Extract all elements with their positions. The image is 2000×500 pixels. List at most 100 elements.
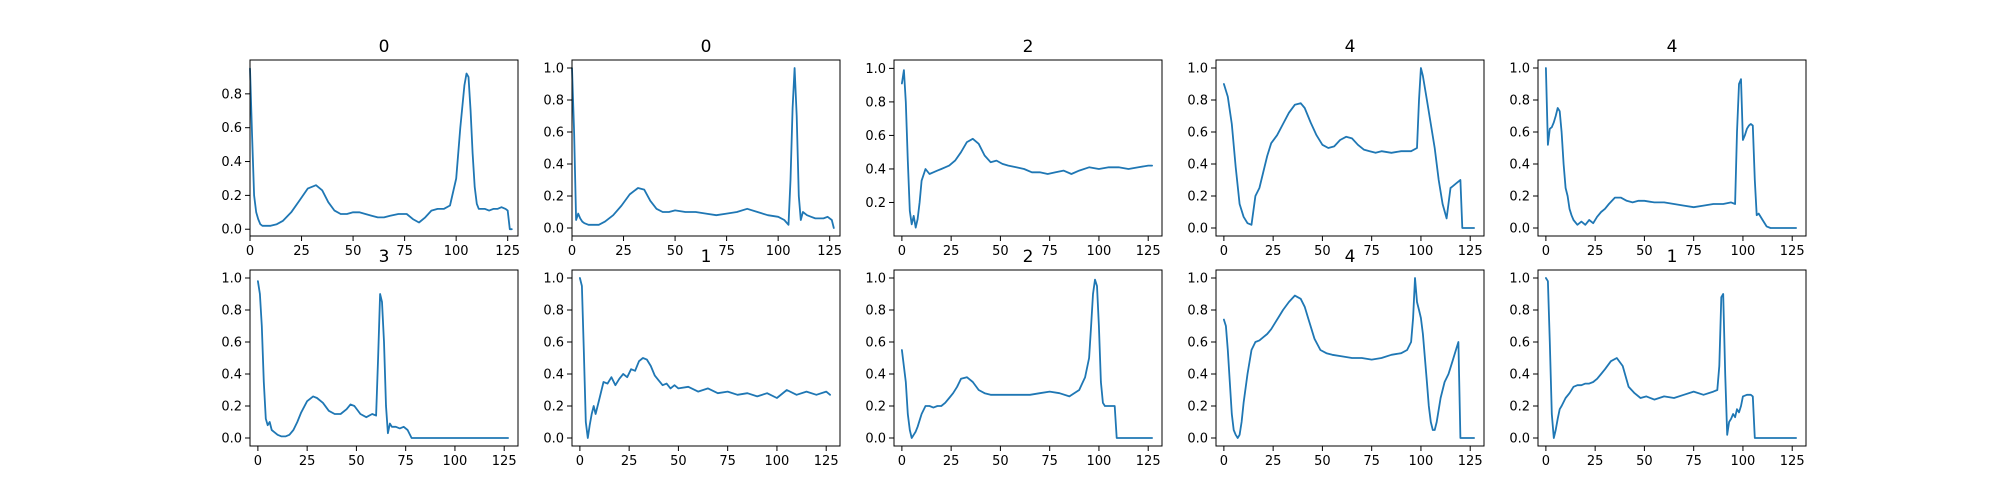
y-tick-label: 0.2 [1187, 190, 1208, 205]
x-tick-label: 125 [1136, 244, 1161, 259]
y-tick-label: 0.6 [221, 121, 242, 136]
y-tick-label: 0.6 [1509, 126, 1530, 141]
chart-panel-9: 4 0 25 50 75 100 125 0.0 0.2 0.4 0.6 0.8 1.0 [1187, 247, 1485, 469]
x-tick-label: 25 [1587, 454, 1604, 469]
panel-title: 4 [1345, 247, 1356, 267]
x-tick-label: 25 [1265, 454, 1282, 469]
x-tick-label: 125 [1458, 454, 1483, 469]
x-tick-label: 125 [495, 244, 520, 259]
y-tick-label: 0.2 [1187, 400, 1208, 415]
panel-title: 0 [701, 37, 712, 57]
x-tick-label: 75 [1041, 244, 1058, 259]
series-line [901, 69, 1153, 229]
x-tick-label: 25 [1587, 244, 1604, 259]
y-tick-label: 0.0 [1187, 222, 1208, 237]
y-tick-label: 0.4 [865, 162, 886, 177]
x-tick-label: 75 [397, 454, 414, 469]
chart-panel-5: 4 0 25 50 75 100 125 0.0 0.2 0.4 0.6 0.8 1.0 [1509, 37, 1807, 259]
y-tick-label: 1.0 [543, 272, 564, 287]
y-tick-label: 0.0 [221, 223, 242, 238]
x-tick-label: 125 [814, 454, 839, 469]
y-tick-label: 0.6 [865, 336, 886, 351]
x-tick-label: 0 [576, 454, 584, 469]
y-tick-label: 0.2 [221, 400, 242, 415]
y-tick-label: 0.8 [1187, 94, 1208, 109]
x-tick-label: 50 [992, 454, 1009, 469]
x-tick-label: 50 [992, 244, 1009, 259]
y-tick-label: 0.8 [865, 304, 886, 319]
x-tick-label: 125 [1458, 244, 1483, 259]
series-line [256, 280, 510, 439]
x-tick-label: 75 [1685, 454, 1702, 469]
x-tick-label: 25 [1265, 244, 1282, 259]
x-tick-label: 75 [719, 454, 736, 469]
series-line [1223, 67, 1475, 229]
panel-title: 2 [1023, 247, 1034, 267]
y-tick-label: 1.0 [865, 272, 886, 287]
x-tick-label: 0 [1542, 244, 1550, 259]
x-tick-label: 25 [615, 244, 632, 259]
panel-title: 3 [379, 247, 390, 267]
x-tick-label: 100 [444, 244, 469, 259]
x-tick-label: 25 [299, 454, 316, 469]
panel-title: 1 [701, 247, 712, 267]
y-tick-label: 0.0 [1509, 222, 1530, 237]
y-tick-label: 0.0 [865, 432, 886, 447]
x-tick-label: 0 [568, 244, 576, 259]
panel-title: 4 [1345, 37, 1356, 57]
series-line [901, 278, 1153, 439]
y-tick-label: 0.4 [1187, 368, 1208, 383]
plot-frame [1215, 269, 1485, 447]
x-tick-label: 75 [1041, 454, 1058, 469]
y-tick-label: 1.0 [543, 62, 564, 77]
y-tick-label: 0.2 [1509, 190, 1530, 205]
y-tick-label: 0.8 [1187, 304, 1208, 319]
x-tick-label: 0 [246, 244, 254, 259]
x-tick-label: 75 [718, 244, 735, 259]
y-tick-label: 0.4 [1509, 368, 1530, 383]
y-tick-label: 0.6 [543, 126, 564, 141]
plot-frame [249, 269, 519, 447]
x-tick-label: 0 [898, 454, 906, 469]
x-tick-label: 75 [1685, 244, 1702, 259]
chart-panel-7: 1 0 25 50 75 100 125 0.0 0.2 0.4 0.6 0.8 1.0 [543, 247, 841, 469]
x-tick-label: 0 [898, 244, 906, 259]
x-tick-label: 100 [765, 454, 790, 469]
x-tick-label: 25 [943, 454, 960, 469]
x-tick-label: 50 [1636, 454, 1653, 469]
x-tick-label: 125 [492, 454, 517, 469]
chart-panel-10: 1 0 25 50 75 100 125 0.0 0.2 0.4 0.6 0.8 1.0 [1509, 247, 1807, 469]
y-tick-label: 0.8 [221, 304, 242, 319]
x-tick-label: 75 [396, 244, 413, 259]
series-line [1545, 67, 1797, 229]
y-tick-label: 0.4 [543, 158, 564, 173]
chart-panel-6: 3 0 25 50 75 100 125 0.0 0.2 0.4 0.6 0.8 1.0 [221, 247, 519, 469]
x-tick-label: 25 [621, 454, 638, 469]
x-tick-label: 125 [1780, 244, 1805, 259]
y-tick-label: 0.4 [221, 368, 242, 383]
x-tick-label: 50 [348, 454, 365, 469]
plot-frame [571, 269, 841, 447]
x-tick-label: 50 [345, 244, 362, 259]
y-tick-label: 0.4 [1509, 158, 1530, 173]
x-tick-label: 50 [667, 244, 684, 259]
y-tick-label: 0.0 [1509, 432, 1530, 447]
x-tick-label: 100 [1731, 244, 1756, 259]
y-tick-label: 0.8 [543, 304, 564, 319]
x-tick-label: 100 [1409, 454, 1434, 469]
x-tick-label: 25 [943, 244, 960, 259]
y-tick-label: 0.2 [543, 190, 564, 205]
x-tick-label: 125 [1136, 454, 1161, 469]
plot-frame [249, 59, 519, 237]
y-tick-label: 1.0 [1187, 272, 1208, 287]
x-tick-label: 100 [1731, 454, 1756, 469]
plot-frame [571, 59, 841, 237]
y-tick-label: 0.4 [865, 368, 886, 383]
x-tick-label: 100 [1409, 244, 1434, 259]
chart-panel-2: 0 0 25 50 75 100 125 0.0 0.2 0.4 0.6 0.8 1.0 [543, 37, 842, 259]
y-tick-label: 1.0 [221, 272, 242, 287]
y-tick-label: 0.4 [1187, 158, 1208, 173]
x-tick-label: 0 [254, 454, 262, 469]
y-tick-label: 0.8 [221, 87, 242, 102]
